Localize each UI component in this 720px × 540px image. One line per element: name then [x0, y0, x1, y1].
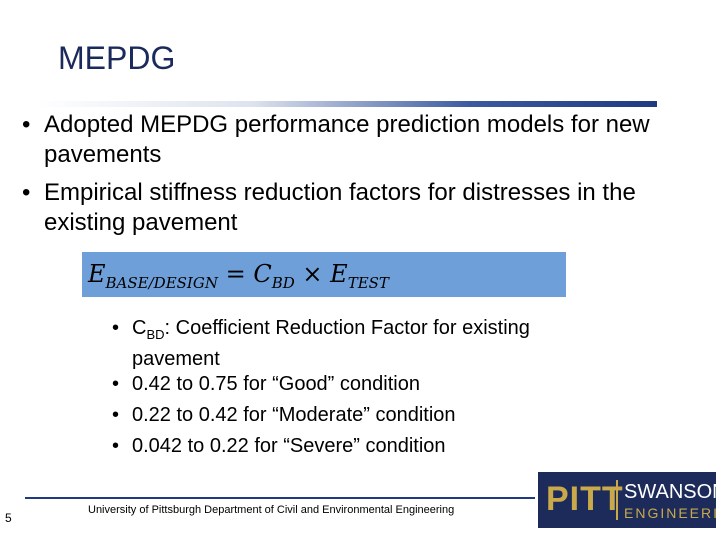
sub-bullet-text: : Coefficient Reduction Factor for exist… — [132, 317, 530, 370]
sub-bullet: • 0.042 to 0.22 for “Severe” condition — [112, 435, 446, 457]
formula-sub: BD — [271, 273, 295, 292]
formula-part: × — [302, 260, 323, 288]
bullet: • Empirical stiffness reduction factors f… — [22, 179, 636, 236]
formula-part: = — [225, 260, 246, 288]
formula-part: C — [253, 260, 272, 288]
bullet: • Adopted MEPDG performance prediction mo… — [22, 111, 650, 168]
logo-divider — [616, 480, 618, 520]
formula-part: E — [330, 260, 348, 288]
formula: EBASE/DESIGN = CBD × ETEST — [82, 252, 566, 297]
footer-rule — [25, 497, 535, 499]
sub-bullet: • 0.42 to 0.75 for “Good” condition — [112, 373, 420, 395]
formula-sub: BASE/DESIGN — [105, 273, 218, 292]
formula-part: E — [88, 260, 106, 288]
page-number: 5 — [5, 511, 12, 525]
title-rule — [35, 101, 657, 107]
sub-bullet-subscript: BD — [146, 327, 165, 342]
sub-bullet-text: 0.22 to 0.42 for “Moderate” condition — [132, 404, 456, 426]
sub-bullet-text: 0.042 to 0.22 for “Severe” condition — [132, 435, 446, 457]
logo-swanson: SWANSON — [624, 481, 720, 503]
logo-pitt: PITT — [546, 480, 624, 518]
sub-bullet-text: C — [132, 317, 147, 339]
logo: PITT SWANSON ENGINEERING — [538, 472, 720, 528]
sub-bullet: • CBD: Coefficient Reduction Factor for e… — [112, 317, 530, 370]
slide-title: MEPDG — [58, 40, 176, 76]
bullet-text: Adopted MEPDG performance prediction mod… — [44, 111, 650, 168]
footer-text: University of Pittsburgh Department of C… — [88, 504, 455, 516]
formula-sub: TEST — [347, 273, 389, 292]
sub-bullet-text: 0.42 to 0.75 for “Good” condition — [132, 373, 420, 395]
sub-bullet: • 0.22 to 0.42 for “Moderate” condition — [112, 404, 456, 426]
bullet-text: Empirical stiffness reduction factors fo… — [44, 179, 636, 236]
logo-engineering: ENGINEERING — [624, 505, 720, 521]
